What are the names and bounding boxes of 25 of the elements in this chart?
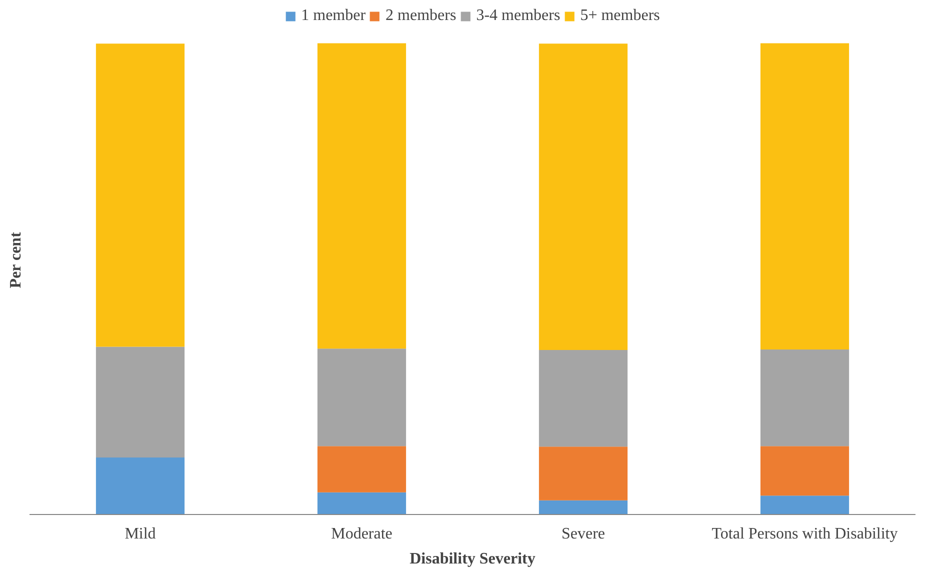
x-axis-title: Disability Severity <box>410 550 536 568</box>
x-tick-label: Total Persons with Disability <box>712 526 898 542</box>
bar <box>760 496 850 514</box>
legend-label: 2 members <box>386 7 456 25</box>
bar <box>317 43 406 349</box>
legend-label: 5+ members <box>580 7 660 25</box>
bar <box>96 457 185 514</box>
bar <box>96 346 185 458</box>
legend-label: 3-4 members <box>476 7 560 25</box>
x-tick-label: Mild <box>124 526 156 542</box>
bar <box>538 350 628 447</box>
bar <box>760 350 850 446</box>
bar <box>538 500 628 514</box>
bar <box>317 446 406 492</box>
bar <box>96 44 185 347</box>
y-axis-title: Per cent <box>8 231 24 288</box>
bar <box>538 446 628 500</box>
bar <box>538 44 628 350</box>
legend-label: 1 member <box>301 7 366 25</box>
bar <box>317 348 406 446</box>
x-tick-label: Severe <box>561 526 606 542</box>
bar <box>317 492 406 514</box>
bar <box>760 43 850 350</box>
x-tick-label: Moderate <box>331 526 392 542</box>
bar <box>760 446 850 496</box>
